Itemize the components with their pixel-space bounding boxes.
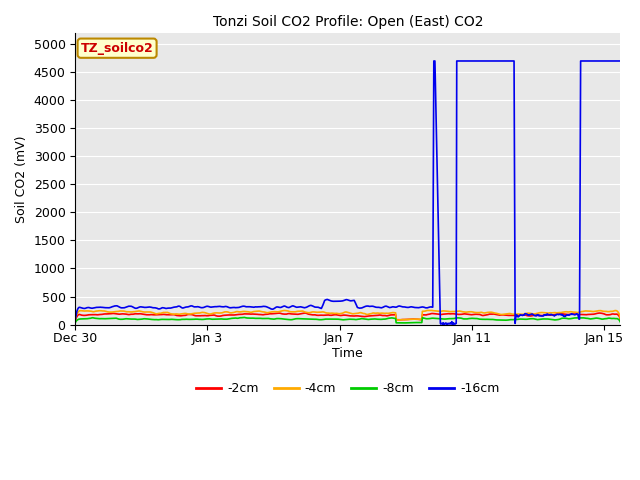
Title: Tonzi Soil CO2 Profile: Open (East) CO2: Tonzi Soil CO2 Profile: Open (East) CO2 [212, 15, 483, 29]
Y-axis label: Soil CO2 (mV): Soil CO2 (mV) [15, 135, 28, 223]
Legend: -2cm, -4cm, -8cm, -16cm: -2cm, -4cm, -8cm, -16cm [191, 377, 505, 400]
Text: TZ_soilco2: TZ_soilco2 [81, 42, 154, 55]
X-axis label: Time: Time [333, 347, 364, 360]
